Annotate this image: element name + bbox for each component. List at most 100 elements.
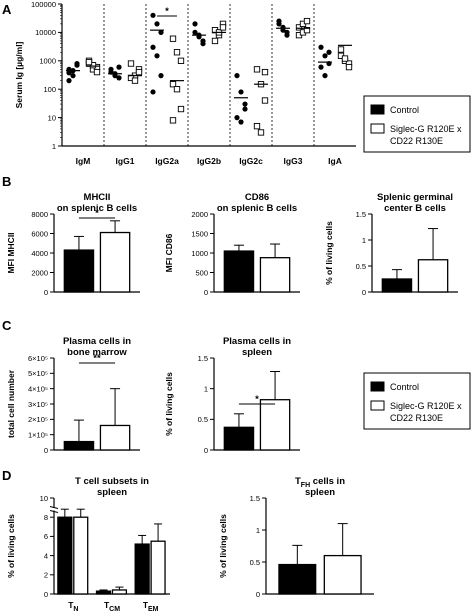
legend-label: Siglec-G R120E x [390,124,462,134]
bar [417,259,449,293]
data-point [131,77,139,84]
y-axis-label: % of living cells [164,372,174,436]
data-point [70,73,76,79]
data-point [234,115,240,121]
x-category-label: TN [68,600,78,612]
legend-label: Siglec-G R120E x [390,401,462,411]
panel-c-plasma-spleen-bar-chart: Plasma cells in spleen 0 0.5 1 1.5 % of living… [164,336,300,455]
y-tick-label: 4 [44,551,48,560]
x-category-main: T [68,600,74,610]
data-point [280,27,286,33]
y-tick-label: 4000 [31,249,48,258]
legend-swatch-mutant [370,400,385,411]
y-tick-label: 1000 [39,57,56,66]
panel-b-germinal-center-bar-chart: Splenic germinal center B cells 0 0.5 1 1.5 % … [324,192,458,297]
y-axis-label: total cell number [6,369,16,438]
chart-title-part: spleen [305,487,335,498]
x-category-label: TEM [143,600,159,612]
bar [99,231,131,293]
y-tick-label: 0 [362,288,366,297]
y-axis-label: MFI MHCII [6,232,16,273]
y-tick-label: 1×10⁵ [28,430,48,439]
bar [134,543,150,595]
bar [95,590,112,595]
bar [57,516,73,595]
data-point [326,49,332,55]
panel-label-d: D [2,468,11,483]
axis-break-gap [50,507,170,511]
y-tick-label: 10000 [35,28,56,37]
data-point [154,21,160,27]
bar [323,554,362,595]
bar [278,563,317,595]
data-point [219,24,227,31]
data-point [150,44,156,50]
y-tick-label: 1000 [191,249,208,258]
chart-title: Plasma cells in spleen [223,336,291,358]
panel-label-c: C [2,318,12,333]
data-point [169,81,177,88]
x-category-label: IgG2c [239,156,263,166]
data-point [108,66,114,72]
data-point [253,66,261,73]
chart-title-line: Plasma cells in [223,336,291,347]
data-point [238,119,244,125]
data-point [158,29,164,35]
significance-star: * [95,208,99,219]
chart-title-subscript: FH [301,482,310,489]
y-tick-label: 0 [44,288,48,297]
y-tick-label: 1 [362,236,366,245]
chart-title: Splenic germinal center B cells [377,192,453,214]
data-point [85,58,93,66]
data-point [192,21,198,27]
y-tick-label: 2×10⁵ [28,415,48,424]
data-point [303,17,311,25]
data-point [322,53,328,59]
x-category-label: IgG2a [155,156,179,166]
data-point [238,89,244,95]
data-point [322,73,328,79]
legend-swatch-control [370,104,385,115]
legend-swatch-mutant [370,123,385,134]
y-tick-label: 2000 [191,210,208,219]
y-tick-label: 0.5 [198,415,208,424]
bar [73,516,89,595]
panel-label-a: A [2,2,12,17]
y-tick-label: 2 [44,571,48,580]
chart-title-line: MHCII [84,192,111,203]
x-category-subscript: EM [148,606,159,612]
y-tick-label: 6000 [31,229,48,238]
data-point [276,18,282,24]
data-point [116,75,122,81]
data-point [116,64,122,70]
data-point [135,68,143,76]
data-point [177,105,185,113]
y-tick-label: 1.5 [250,494,260,503]
data-point [337,46,345,53]
x-category-subscript: CM [109,606,120,612]
y-tick-label: 6×10⁵ [28,354,48,363]
data-point [345,63,353,71]
axis-break-mark [49,510,59,514]
x-category-label: IgG2b [197,156,221,166]
data-point [192,29,198,35]
data-point [169,35,177,42]
y-tick-label: 0 [44,446,48,455]
data-point [177,57,185,64]
x-category-subscript: N [73,606,78,612]
legend-a: Control Siglec-G R120E x CD22 R130E [363,95,471,153]
y-tick-label: 8000 [31,210,48,219]
y-axis-label: % of living cells [6,514,16,578]
chart-title-line: spleen [97,487,127,498]
x-category-label: IgA [328,156,342,166]
data-point [253,122,261,130]
chart-title-line: Splenic germinal [377,192,453,203]
panel-b-mhcii-bar-chart: MHCII on splenic B cells 0 2000 4000 6000 8000… [6,192,140,297]
panel-b-cd86-bar-chart: CD86 on splenic B cells 0 500 1000 1500 2000 MF… [164,192,300,297]
data-point [257,129,265,136]
x-category-label: IgM [76,156,91,166]
data-point [284,32,290,38]
data-point [66,70,72,76]
y-tick-label: 0.5 [356,262,366,271]
data-point [173,86,181,93]
